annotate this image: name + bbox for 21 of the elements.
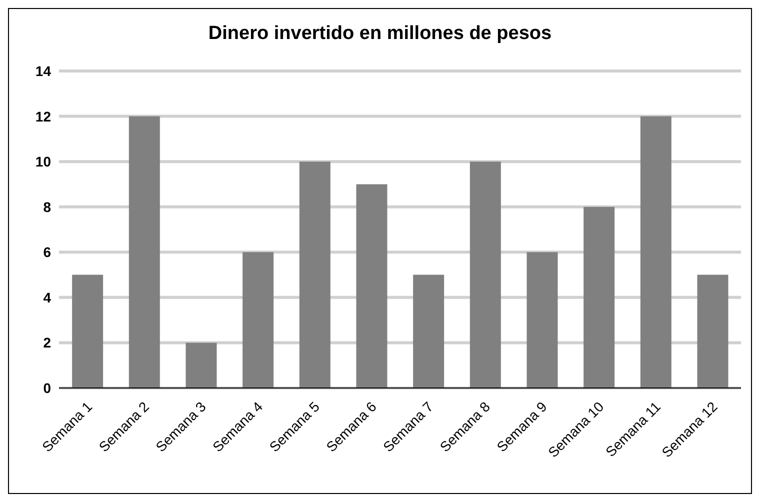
- bar: [242, 252, 274, 388]
- bar: [72, 274, 104, 388]
- bar: [526, 252, 558, 388]
- y-tick-label: 14: [35, 62, 52, 79]
- bar: [584, 206, 615, 388]
- bar: [356, 184, 388, 388]
- y-tick-label: 10: [35, 154, 52, 170]
- bar: [128, 116, 160, 388]
- y-tick-label: 12: [35, 108, 52, 124]
- bar: [697, 274, 728, 388]
- y-tick-label: 8: [43, 198, 52, 215]
- y-tick-label: 6: [43, 244, 52, 260]
- y-tick-label: 4: [43, 289, 52, 306]
- bar: [299, 162, 330, 388]
- bar: [470, 162, 501, 388]
- y-tick-label: 2: [43, 334, 52, 351]
- bar: [186, 342, 217, 388]
- y-tick-label: 0: [43, 380, 52, 396]
- bar: [640, 116, 672, 388]
- bar: [413, 274, 444, 388]
- chart-title: Dinero invertido en millones de pesos: [207, 23, 553, 46]
